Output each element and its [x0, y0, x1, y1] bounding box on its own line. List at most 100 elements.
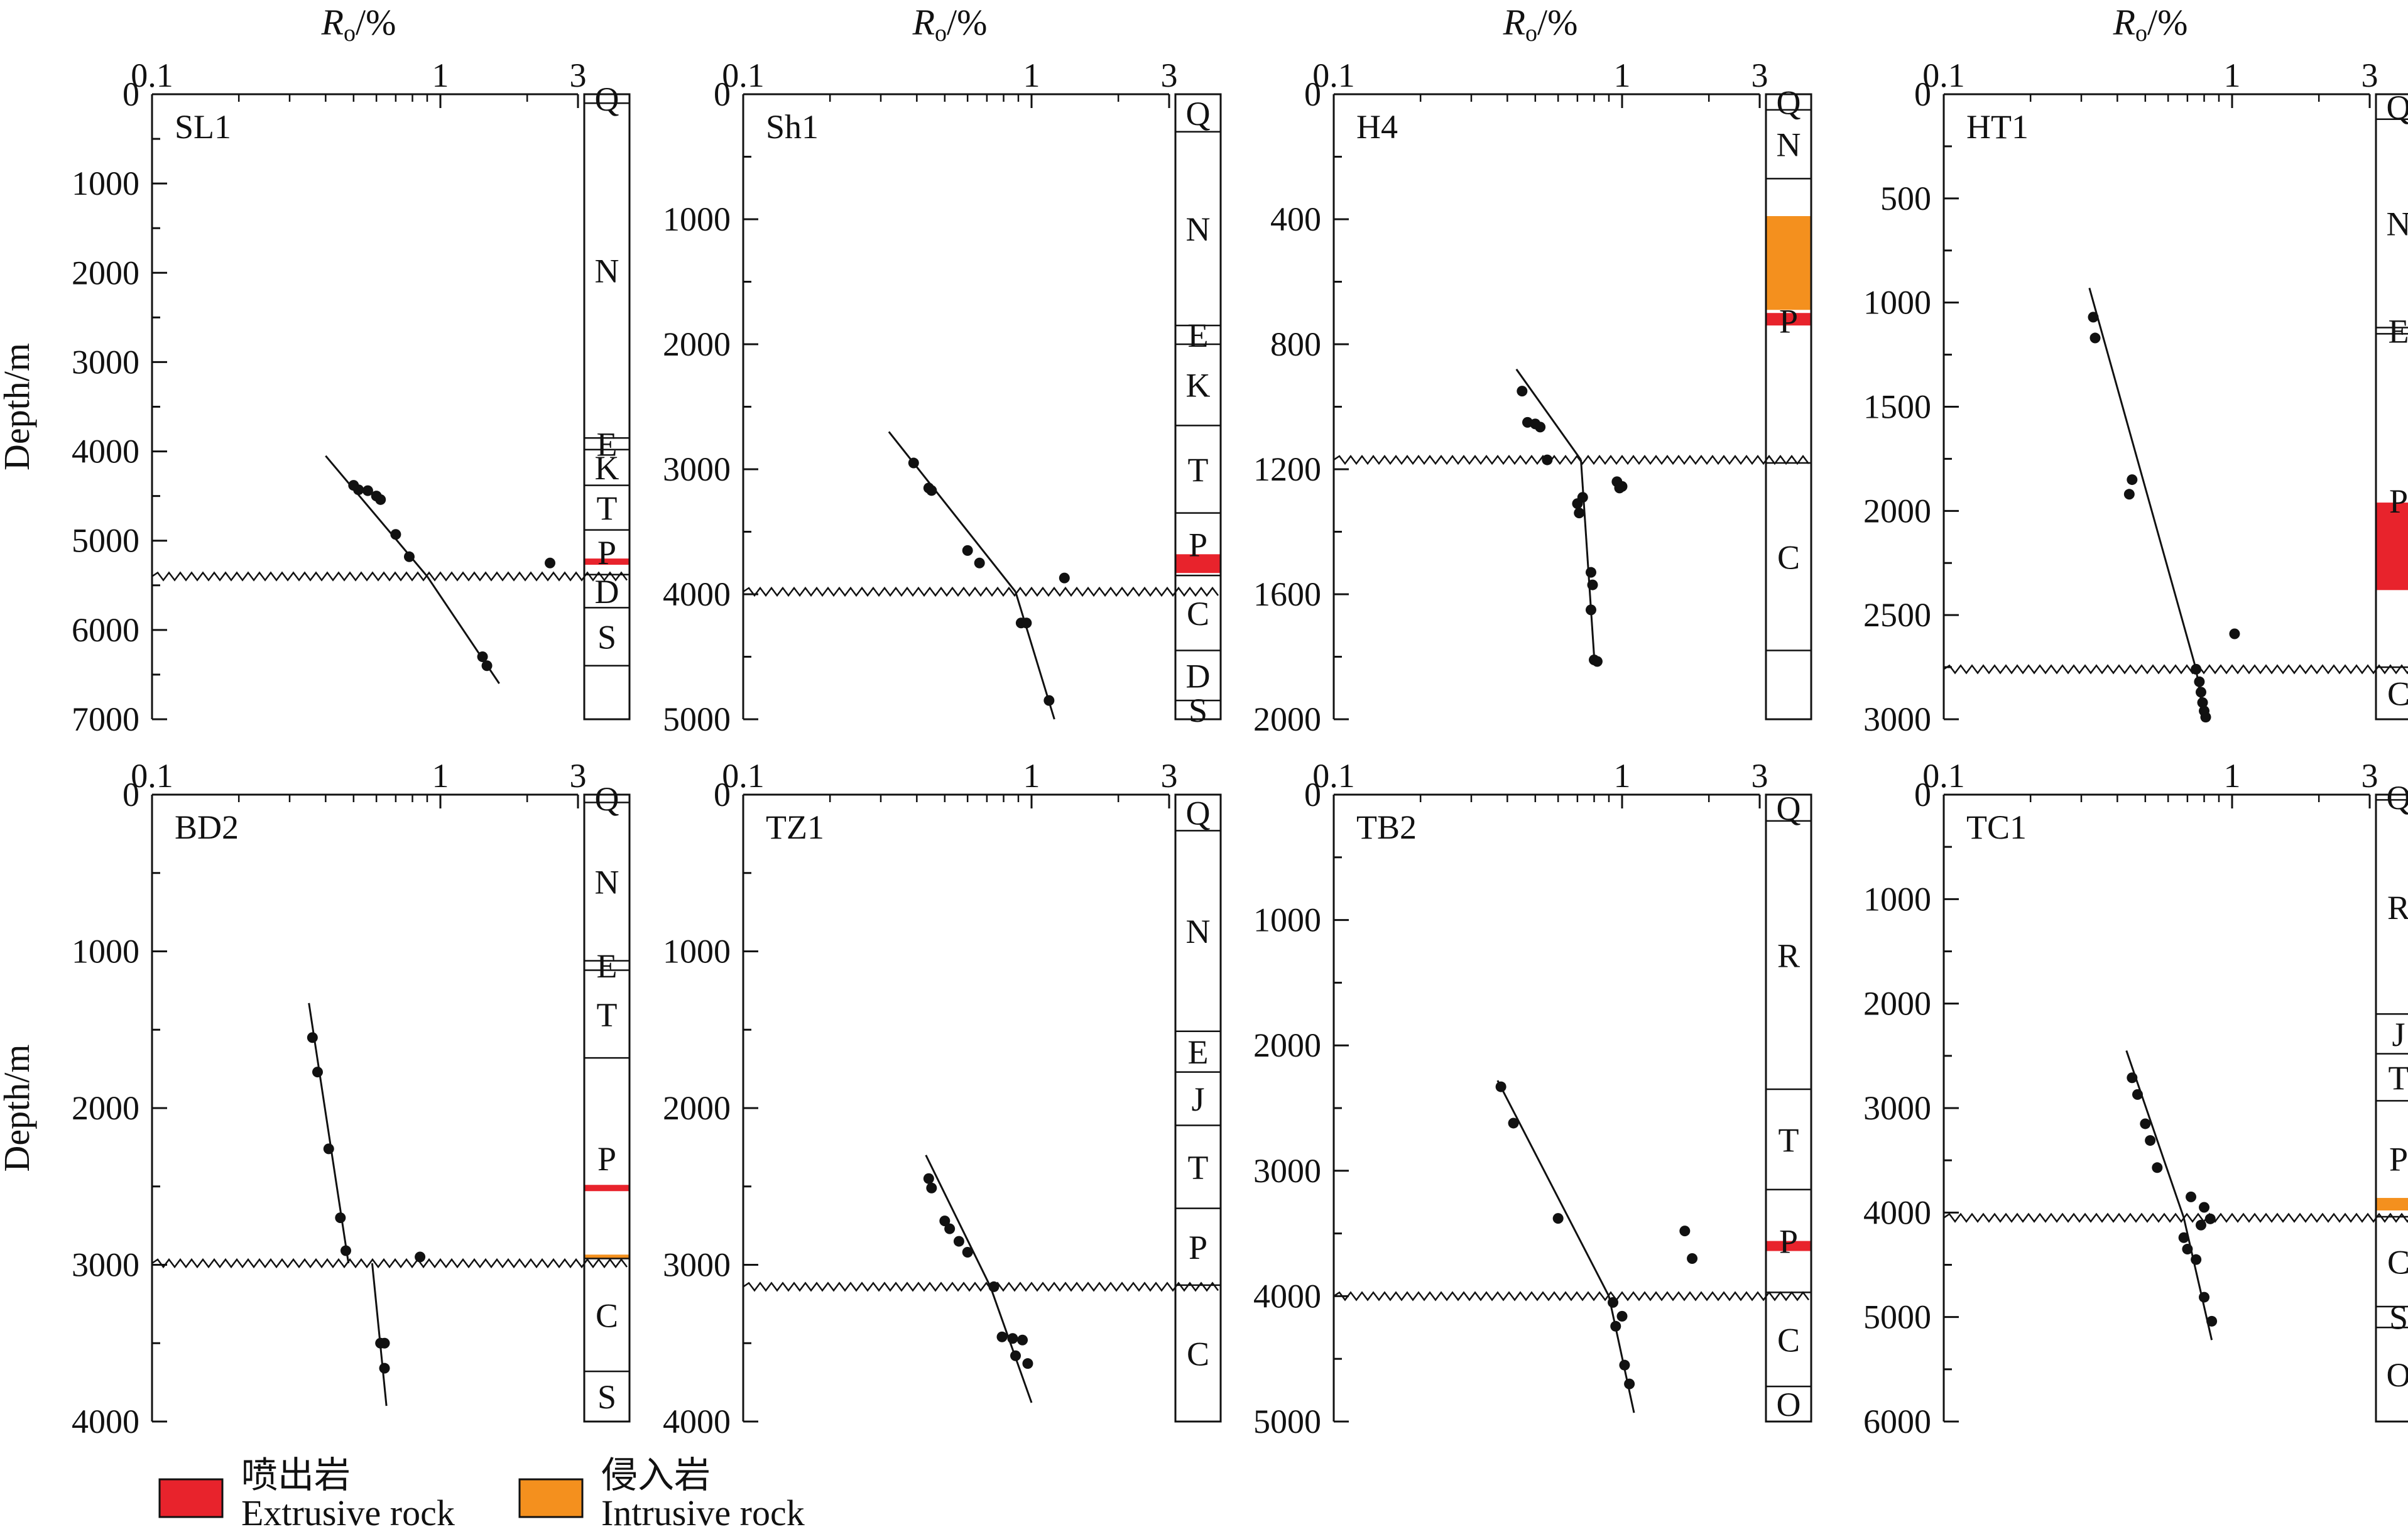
well-panel-sl1: 0 1000 2000 3000 4000 5000 6000 7000 0.1 1 3 Ro/% De… [0, 2, 631, 738]
y-tick-label: 4000 [1863, 1194, 1931, 1231]
data-point [939, 1215, 951, 1227]
data-point [1022, 1358, 1033, 1369]
strat-label: C [1187, 1335, 1209, 1373]
trend-line-lower [989, 1286, 1033, 1403]
well-panel-tc1: 0 1000 2000 3000 4000 5000 6000 0.1 1 3 TC1 Q R JT P CS… [1863, 757, 2408, 1440]
data-point [2194, 676, 2205, 687]
x-tick-label: 3 [1752, 57, 1768, 94]
unconformity-line [1943, 1212, 2408, 1223]
strat-label: Q [2387, 89, 2408, 126]
data-point [2199, 1292, 2210, 1303]
y-tick-label: 0 [1304, 776, 1321, 813]
x-tick-label: 0.1 [131, 57, 173, 94]
y-tick-label: 2000 [72, 254, 139, 291]
y-tick-label: 1000 [72, 165, 139, 202]
y-tick-label: 1500 [1863, 388, 1931, 426]
data-point [2127, 1072, 2138, 1084]
strat-label: K [595, 449, 619, 487]
y-tick-label: 4000 [72, 433, 139, 470]
strat-label: P [1779, 303, 1798, 340]
data-point [2152, 1162, 2163, 1173]
data-point [1574, 508, 1585, 519]
legend-label-en: Intrusive rock [601, 1493, 805, 1533]
data-point [1043, 695, 1055, 706]
well-panel-bd2: 0 1000 2000 3000 4000 0.1 1 3 Depth/m BD2 Q N ET P C S [0, 757, 631, 1440]
strat-column [583, 793, 631, 1423]
y-tick-label: 2500 [1863, 596, 1931, 634]
x-axis-title-main: R [321, 2, 344, 43]
data-point [477, 651, 488, 662]
strat-column [1174, 793, 1222, 1423]
y-tick-label: 5000 [72, 522, 139, 560]
data-point [1059, 572, 1070, 584]
data-point [307, 1032, 318, 1043]
data-point [1624, 1378, 1635, 1389]
y-tick-label: 4000 [1253, 1277, 1321, 1315]
y-tick-label: 6000 [72, 611, 139, 649]
strat-label: N [595, 253, 619, 290]
well-name-label: Sh1 [766, 108, 819, 146]
x-tick-label: 1 [2224, 57, 2241, 94]
x-tick-label: 0.1 [722, 57, 765, 94]
data-point [379, 1337, 390, 1349]
data-point [545, 557, 556, 568]
data-point [1616, 1310, 1628, 1322]
y-tick-label: 0 [123, 776, 139, 813]
data-point [403, 551, 415, 562]
legend-label-cn: 侵入岩 [601, 1455, 711, 1496]
x-tick-label: 1 [1614, 757, 1631, 795]
data-point [1591, 656, 1603, 667]
strat-label: Q [595, 780, 619, 818]
data-point [926, 1182, 937, 1194]
data-point [908, 457, 919, 469]
data-point [2145, 1135, 2156, 1146]
x-axis-title-main: R [1503, 2, 1525, 43]
well-name-label: BD2 [175, 808, 239, 846]
strat-label: C [2387, 1244, 2408, 1281]
data-point [340, 1245, 351, 1256]
y-tick-label: 2000 [1253, 700, 1321, 738]
strat-label: T [597, 996, 618, 1033]
y-tick-label: 4000 [72, 1403, 139, 1440]
x-axis-title: Ro/% [321, 2, 396, 46]
unconformity-line [151, 571, 628, 582]
x-axis-title-sub: o [1525, 20, 1537, 46]
strat-label: T [1188, 1149, 1209, 1187]
trend-line-lower [1608, 1296, 1635, 1413]
extrusive-rock-band [2376, 503, 2408, 590]
data-point [415, 1251, 426, 1263]
data-point [362, 485, 373, 496]
data-point [375, 494, 386, 505]
data-point [323, 1143, 334, 1155]
data-point [2088, 312, 2099, 323]
y-tick-label: 1000 [663, 933, 731, 971]
strat-column [2375, 93, 2408, 721]
intrusive-rock-band [1766, 216, 1811, 310]
strat-label: N [2387, 205, 2408, 243]
x-tick-label: 1 [1023, 57, 1040, 94]
data-point [923, 1173, 934, 1184]
data-point [1552, 1213, 1564, 1224]
strat-label: N [1777, 126, 1801, 164]
y-tick-label: 5000 [1253, 1403, 1321, 1440]
y-tick-label: 3000 [72, 1246, 139, 1284]
data-point [962, 1247, 973, 1258]
data-point [379, 1362, 390, 1374]
data-point [1007, 1333, 1018, 1344]
y-tick-label: 2000 [1253, 1026, 1321, 1064]
strat-label: E [597, 425, 618, 463]
data-point [2206, 1315, 2218, 1327]
x-tick-label: 1 [1614, 57, 1631, 94]
strat-label: N [1186, 913, 1211, 950]
x-tick-label: 3 [1161, 57, 1178, 94]
x-tick-label: 0.1 [1312, 757, 1355, 795]
y-tick-label: 3000 [663, 450, 731, 488]
strat-column [583, 93, 631, 721]
data-point [2191, 663, 2202, 675]
y-tick-label: 1600 [1253, 575, 1321, 613]
well-name-label: HT1 [1966, 108, 2029, 146]
trend-line-upper [1515, 368, 1582, 460]
data-point [926, 485, 937, 496]
y-tick-label: 3000 [1863, 700, 1931, 738]
